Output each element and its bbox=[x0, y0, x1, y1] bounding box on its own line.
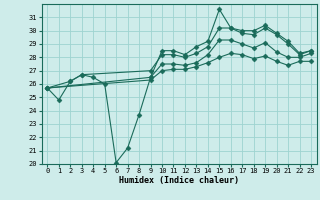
X-axis label: Humidex (Indice chaleur): Humidex (Indice chaleur) bbox=[119, 176, 239, 185]
